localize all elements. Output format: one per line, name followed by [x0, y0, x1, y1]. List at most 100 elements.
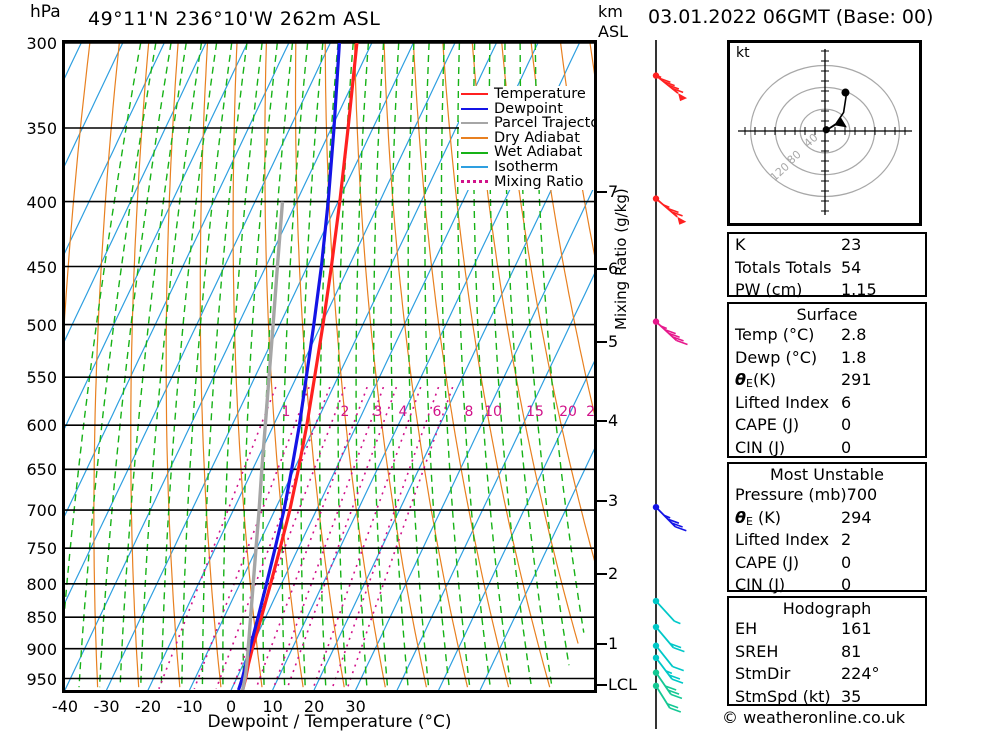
wet-adiabat-line	[78, 43, 157, 688]
wet-adiabat-line	[98, 43, 172, 688]
temperature-tick-label: 0	[225, 697, 237, 716]
legend-label: Dewpoint	[494, 100, 563, 117]
pressure-tick-label: 600	[26, 416, 57, 436]
table-row: CIN (J) 0	[729, 574, 925, 597]
legend-item: Mixing Ratio	[461, 173, 594, 190]
wet-adiabat-line	[424, 43, 450, 688]
height-tick	[597, 643, 607, 645]
legend-item: Isotherm	[461, 160, 594, 175]
pressure-tick-label: 300	[26, 34, 57, 53]
table-row-key: EH	[735, 619, 758, 638]
table-row-value: 0	[841, 575, 852, 594]
dry-adiabat-line	[93, 43, 120, 688]
table-row-value: 23	[841, 235, 862, 254]
legend-swatch	[461, 180, 488, 184]
table-row: SREH 81	[729, 641, 925, 664]
pressure-tick-label: 900	[26, 639, 57, 659]
lcl-tick	[597, 684, 607, 686]
wet-adiabat-line	[140, 43, 203, 688]
legend-label: Dry Adiabat	[494, 129, 580, 146]
mixing-ratio-label: 6	[432, 404, 442, 421]
table-row-key: K	[735, 235, 746, 254]
height-tick	[597, 268, 607, 270]
wind-barb	[652, 195, 687, 225]
table-row-value: 81	[841, 641, 862, 661]
forecast-date-title: 03.01.2022 06GMT (Base: 00)	[648, 6, 934, 28]
pressure-tick-label: 800	[26, 574, 57, 594]
wind-barb-column	[652, 40, 688, 729]
table-row: K 23	[729, 234, 925, 257]
table-caption: Most Unstable	[770, 465, 884, 484]
pressure-tick-label: 850	[26, 608, 57, 628]
height-tick	[597, 191, 607, 193]
table-row-value: 54	[841, 257, 862, 277]
most-unstable-table: Most Unstable Pressure (mb) 700 θE (K) 294 Li…	[727, 462, 927, 594]
table-row: Temp (°C) 2.8	[729, 324, 925, 347]
hodograph-ring-label: 120	[768, 160, 792, 184]
table-row: StmSpd (kt) 35	[729, 686, 925, 709]
wet-adiabat-line	[281, 43, 309, 688]
table-row-key: CAPE (J)	[735, 415, 800, 434]
x-axis-title: Dewpoint / Temperature (°C)	[207, 712, 452, 732]
table-row-value: 0	[841, 552, 852, 572]
temperature-tick-label: 30	[345, 697, 366, 716]
indices-table: K 23 Totals Totals 54 PW (cm) 1.15	[727, 232, 927, 299]
wind-barb	[652, 597, 681, 625]
legend-item: Temperature	[461, 86, 594, 102]
table-row-key: Totals Totals	[735, 257, 832, 277]
pressure-tick-label: 750	[26, 539, 57, 559]
table-row-key: Pressure (mb)	[735, 485, 847, 504]
pressure-tick-label: 400	[26, 192, 57, 212]
table-row-value: 35	[841, 686, 862, 706]
table-row-value: 0	[841, 437, 852, 457]
legend-swatch	[461, 166, 488, 169]
pressure-axis: 300 350 400 450 500 550 600 650 700 750 800 850 900 9…	[0, 0, 57, 733]
table-row-key: SREH	[735, 641, 779, 661]
isotherm-line	[65, 43, 290, 517]
page-title: 49°11'N 236°10'W 262m ASL	[88, 8, 381, 30]
wind-barb	[652, 642, 684, 672]
dry-adiabat-line	[412, 43, 510, 688]
dry-adiabat-line	[294, 43, 345, 688]
mixing-ratio-label: 3	[373, 404, 383, 421]
hodograph-stats-table: Hodograph EH 161 SREH 81 StmDir 224° StmSpd (kt…	[727, 596, 927, 706]
table-row-key: StmDir	[735, 664, 791, 683]
table-row-value: 291	[841, 370, 872, 389]
series-parcel-trajectory	[241, 201, 285, 690]
table-row-key: StmSpd (kt)	[735, 686, 831, 706]
table-caption: Surface	[796, 305, 858, 324]
pressure-tick-label: 350	[26, 118, 57, 138]
height-tick-label: 3	[608, 491, 619, 510]
isotherm-line	[65, 43, 124, 167]
height-tick-label: 2	[608, 564, 619, 583]
wet-adiabat-line	[119, 43, 187, 688]
storm-motion-arrowhead	[834, 117, 847, 128]
legend-label: Temperature	[494, 86, 586, 102]
wind-barb	[652, 623, 685, 653]
mixing-ratio-label: 4	[398, 404, 408, 421]
table-row: Pressure (mb) 700	[729, 484, 925, 507]
table-row: StmDir 224°	[729, 663, 925, 686]
mixing-ratio-line	[312, 386, 422, 690]
mixing-ratio-label: 2	[340, 404, 350, 421]
legend-label: Mixing Ratio	[494, 173, 584, 190]
skewt-plot-area: 1 2 34 6 8 10 15 20 25 TemperatureDewpointParcel…	[62, 40, 597, 693]
table-row: Lifted Index 2	[729, 529, 925, 552]
table-row-value: 6	[841, 392, 852, 412]
legend-swatch	[461, 122, 488, 125]
temperature-tick-label: -40	[51, 697, 79, 716]
height-tick-label: 6	[608, 259, 619, 278]
table-row-value: 0	[841, 415, 852, 434]
mixing-ratio-line	[215, 386, 331, 690]
mixing-ratio-label: 25	[586, 404, 596, 421]
table-row: θE(K) 291	[729, 369, 925, 392]
table-row: CAPE (J) 0	[729, 414, 925, 437]
isotherm-line	[65, 43, 248, 429]
legend-item: Dewpoint	[461, 100, 594, 117]
dry-adiabat-line	[65, 43, 91, 322]
hodograph-ring-label: 80	[785, 148, 804, 167]
hodograph-end-point	[841, 88, 850, 97]
dry-adiabat-line	[383, 43, 469, 688]
hodograph-ring-label: 40	[801, 131, 820, 150]
